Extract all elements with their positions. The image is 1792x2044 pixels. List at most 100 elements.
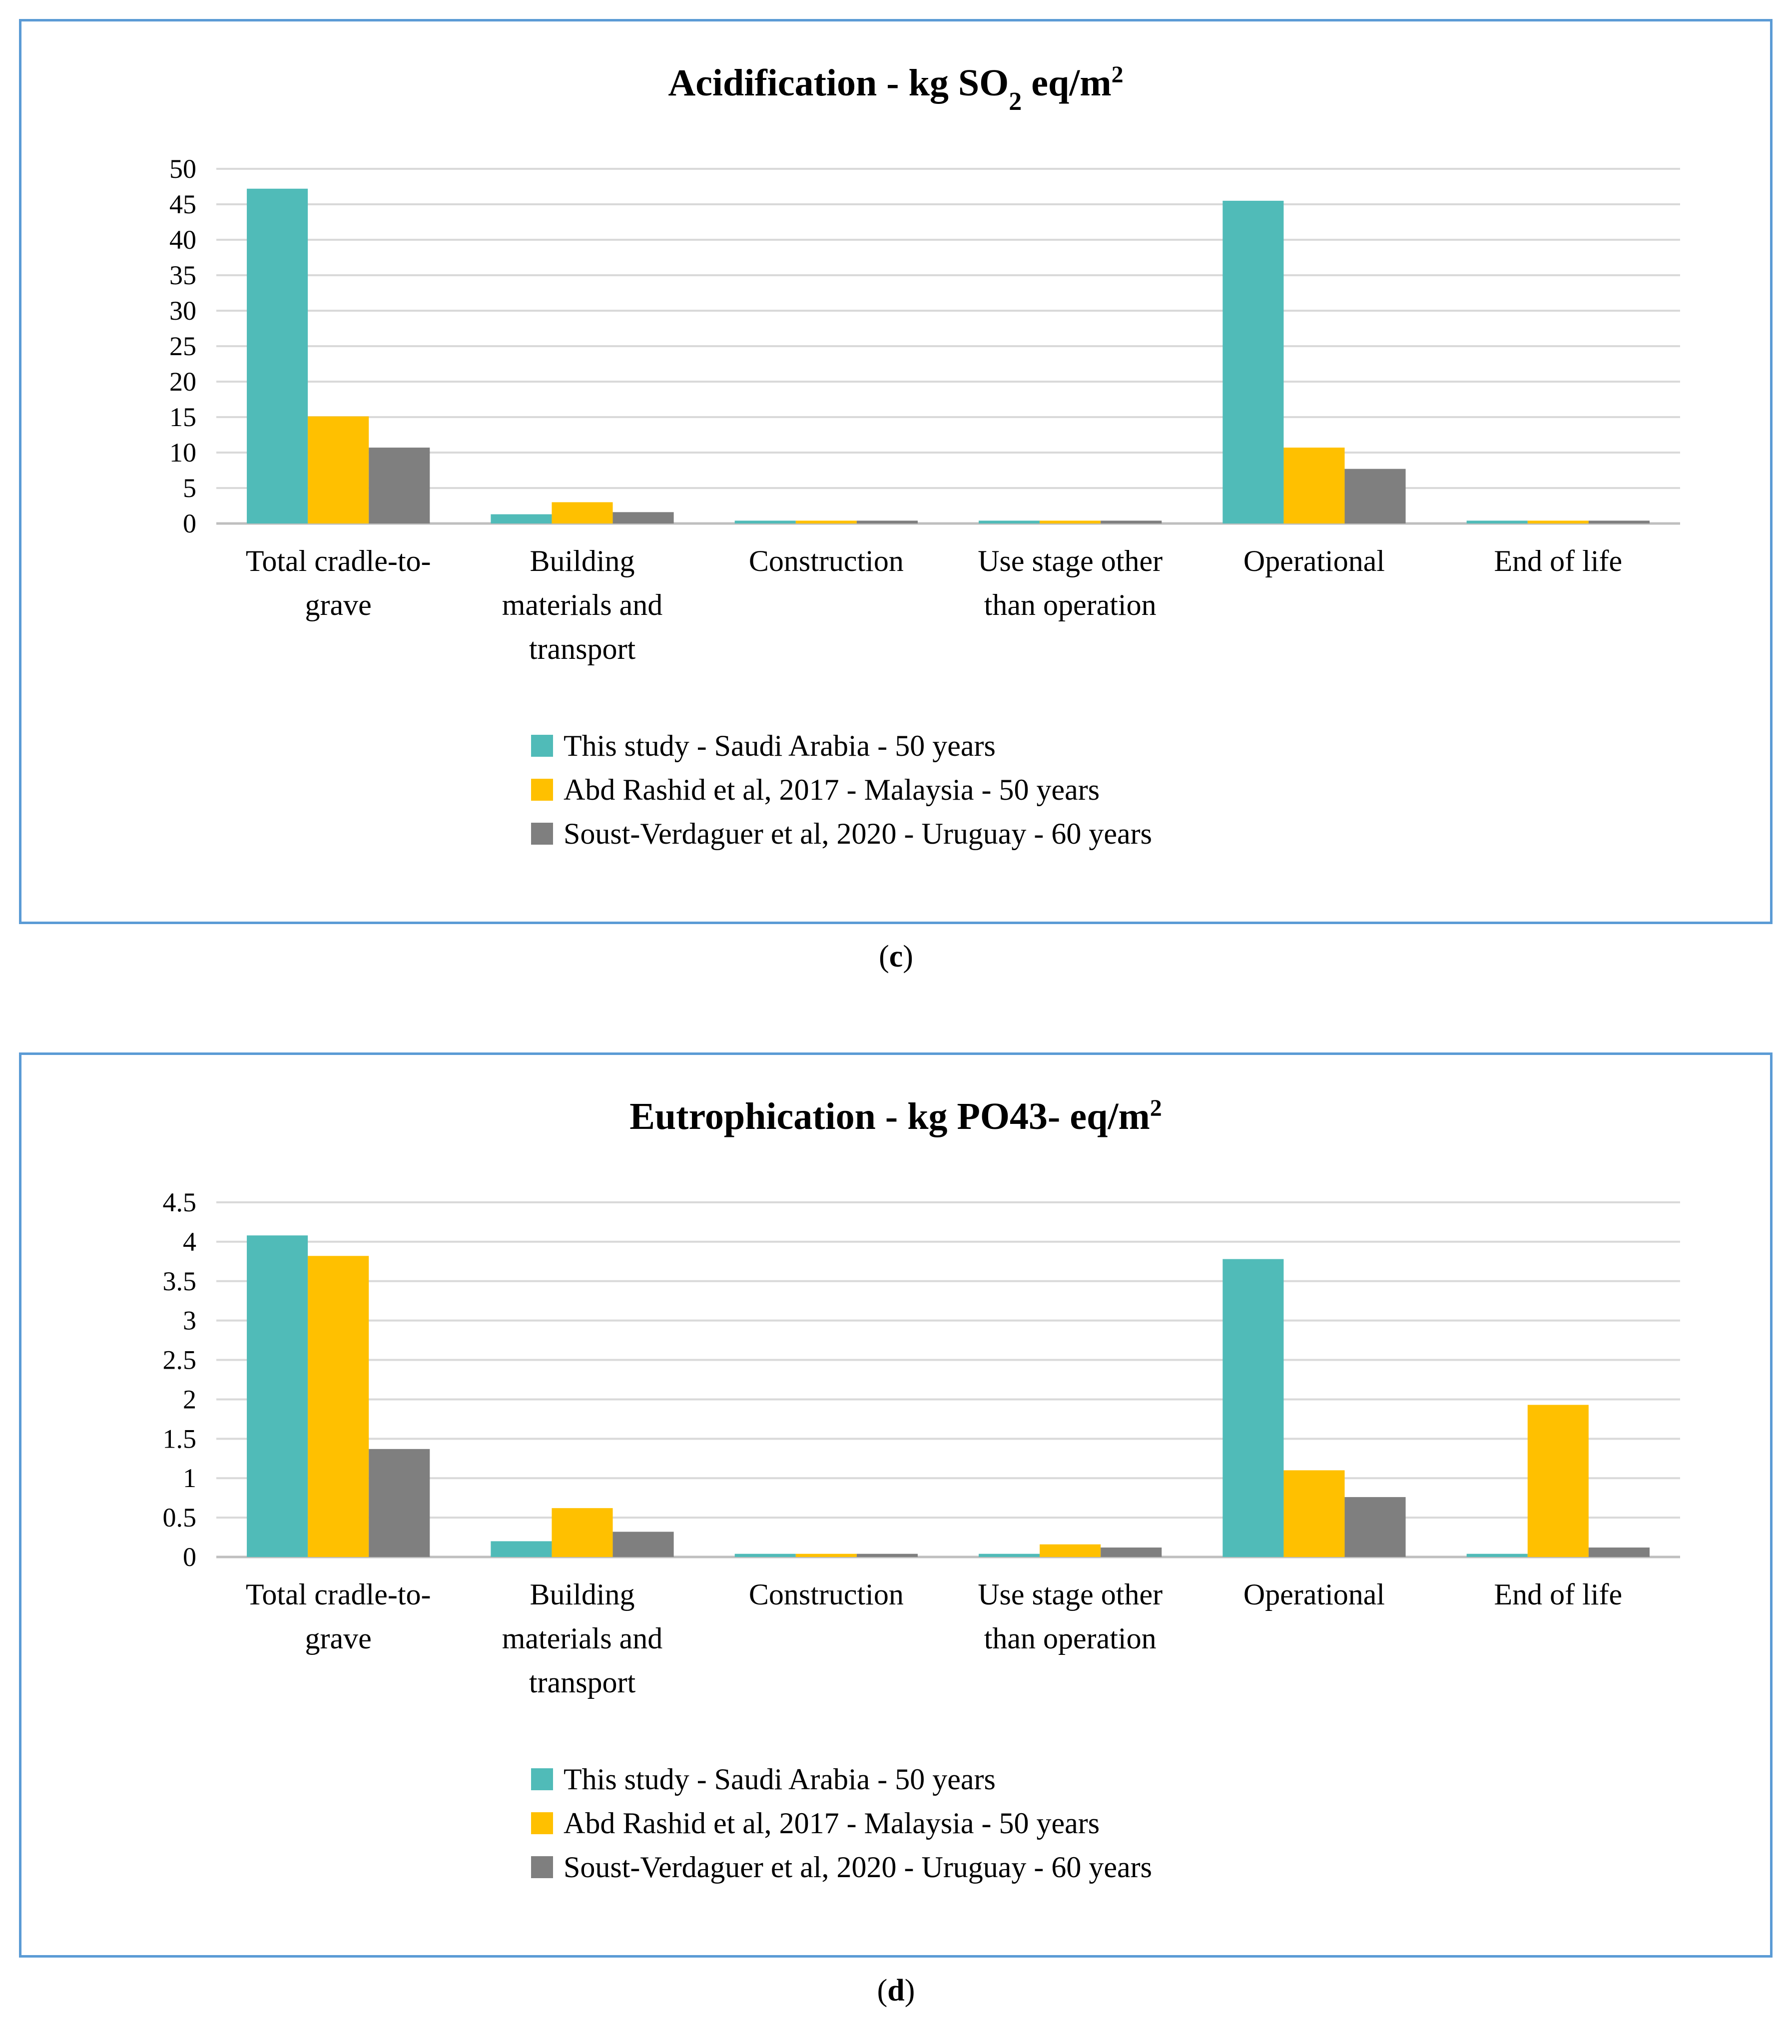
caption-c: (c) (879, 940, 913, 974)
legend-swatch-1 (531, 1812, 553, 1834)
y-tick-label: 20 (169, 367, 196, 397)
category-label: grave (305, 588, 372, 621)
legend-swatch-1 (531, 779, 553, 801)
title-sup: 2 (1150, 1095, 1162, 1121)
bar-saudi-cat5 (1466, 1553, 1528, 1557)
category-label: Total cradle-to- (246, 1578, 431, 1611)
y-tick-label: 0 (183, 1542, 196, 1572)
bar-saudi-cat1 (491, 514, 552, 523)
bar-uruguay-cat5 (1588, 520, 1650, 523)
bar-saudi-cat2 (734, 520, 796, 523)
bar-saudi-cat5 (1466, 520, 1528, 523)
y-tick-label: 2 (183, 1384, 196, 1414)
category-label: Construction (749, 544, 904, 577)
category-label: Operational (1243, 1578, 1385, 1611)
category-label: materials and (502, 1622, 663, 1655)
y-tick-label: 4 (183, 1227, 196, 1257)
legend-swatch-0 (531, 735, 553, 757)
y-tick-label: 2.5 (163, 1345, 197, 1375)
y-tick-label: 1.5 (163, 1424, 197, 1454)
category-label: than operation (984, 1622, 1157, 1655)
caption-d: (d) (877, 1974, 915, 2008)
bar-malaysia-cat5 (1527, 520, 1589, 523)
bar-saudi-cat4 (1222, 200, 1284, 523)
y-tick-label: 40 (169, 225, 196, 255)
y-tick-label: 3.5 (163, 1266, 197, 1296)
y-tick-label: 30 (169, 296, 196, 326)
category-label: Use stage other (978, 1578, 1163, 1611)
chart-panel-eutrophication: Eutrophication - kg PO43- eq/m2 0 0.5 1 1.5 2… (19, 1052, 1773, 1958)
bar-malaysia-cat4 (1283, 448, 1345, 523)
category-label: materials and (502, 588, 663, 621)
bar-saudi-cat0 (247, 188, 308, 523)
y-tick-label: 15 (169, 402, 196, 432)
bar-malaysia-cat1 (552, 502, 613, 523)
y-tick-label: 0.5 (163, 1503, 197, 1533)
bar-saudi-cat4 (1222, 1259, 1284, 1557)
category-label: transport (529, 1666, 636, 1699)
bar-uruguay-cat0 (369, 1449, 430, 1557)
chart-panel-acidification: Acidification - kg SO2 eq/m2 0 5 10 15 20 25 30… (19, 19, 1773, 924)
title-sub: 2 (1009, 87, 1022, 116)
legend-swatch-2 (531, 823, 553, 845)
category-label: End of life (1494, 1578, 1623, 1611)
bar-uruguay-cat0 (369, 448, 430, 523)
y-tick-label: 50 (169, 154, 196, 184)
bar-malaysia-cat0 (308, 416, 369, 523)
legend-label: This study - Saudi Arabia - 50 years (564, 729, 996, 762)
bar-uruguay-cat3 (1101, 520, 1162, 523)
y-tick-label: 25 (169, 331, 196, 361)
category-label: grave (305, 1622, 372, 1655)
bar-saudi-cat0 (247, 1235, 308, 1557)
bar-malaysia-cat0 (308, 1256, 369, 1557)
legend-label: Soust-Verdaguer et al, 2020 - Uruguay - … (564, 817, 1152, 850)
legend-label: Abd Rashid et al, 2017 - Malaysia - 50 y… (564, 1807, 1100, 1840)
bar-malaysia-cat2 (795, 520, 857, 523)
y-tick-label: 45 (169, 189, 196, 219)
title-sup: 2 (1112, 61, 1124, 88)
bar-saudi-cat3 (979, 520, 1040, 523)
legend-label: This study - Saudi Arabia - 50 years (564, 1763, 996, 1796)
bar-saudi-cat2 (734, 1553, 796, 1557)
category-label: Construction (749, 1578, 904, 1611)
y-tick-label: 3 (183, 1306, 196, 1336)
bar-malaysia-cat3 (1040, 520, 1101, 523)
y-tick-label: 35 (169, 260, 196, 290)
y-tick-label: 5 (183, 473, 196, 503)
bar-uruguay-cat1 (612, 1532, 674, 1557)
category-label: Operational (1243, 544, 1385, 577)
bar-uruguay-cat4 (1344, 1497, 1406, 1557)
bar-uruguay-cat2 (856, 1553, 918, 1557)
bar-malaysia-cat5 (1527, 1405, 1589, 1557)
y-tick-label: 10 (169, 438, 196, 468)
y-tick-label: 0 (183, 509, 196, 538)
y-tick-label: 4.5 (163, 1187, 197, 1217)
category-label: transport (529, 632, 636, 665)
bar-uruguay-cat4 (1344, 469, 1406, 523)
bar-uruguay-cat1 (612, 512, 674, 523)
eutrophication-chart: Eutrophication - kg PO43- eq/m200.511.52… (163, 1095, 1680, 1884)
bar-malaysia-cat3 (1040, 1544, 1101, 1557)
caption-d-letter: d (887, 1974, 905, 2008)
category-label: Building (530, 1578, 634, 1611)
title-prefix: Eutrophication - kg PO43- eq/m (629, 1095, 1150, 1137)
bar-uruguay-cat5 (1588, 1547, 1650, 1557)
category-label: Total cradle-to- (246, 544, 431, 577)
category-label: than operation (984, 588, 1157, 621)
category-label: End of life (1494, 544, 1623, 577)
category-label: Use stage other (978, 544, 1163, 577)
bar-saudi-cat3 (979, 1553, 1040, 1557)
category-label: Building (530, 544, 634, 577)
bar-malaysia-cat1 (552, 1508, 613, 1557)
title-prefix: Acidification - kg SO (668, 62, 1009, 104)
legend-swatch-0 (531, 1768, 553, 1790)
bar-malaysia-cat2 (795, 1553, 857, 1557)
acidification-chart: Acidification - kg SO2 eq/m2 0 5 10 15 20 25 30… (169, 61, 1680, 850)
y-tick-label: 1 (183, 1463, 196, 1493)
bar-malaysia-cat4 (1283, 1470, 1345, 1557)
bar-saudi-cat1 (491, 1541, 552, 1557)
bar-uruguay-cat3 (1101, 1547, 1162, 1557)
chart-title: Acidification - kg SO2 eq/m2 (668, 61, 1123, 116)
bar-uruguay-cat2 (856, 520, 918, 523)
chart-title: Eutrophication - kg PO43- eq/m2 (629, 1095, 1162, 1138)
